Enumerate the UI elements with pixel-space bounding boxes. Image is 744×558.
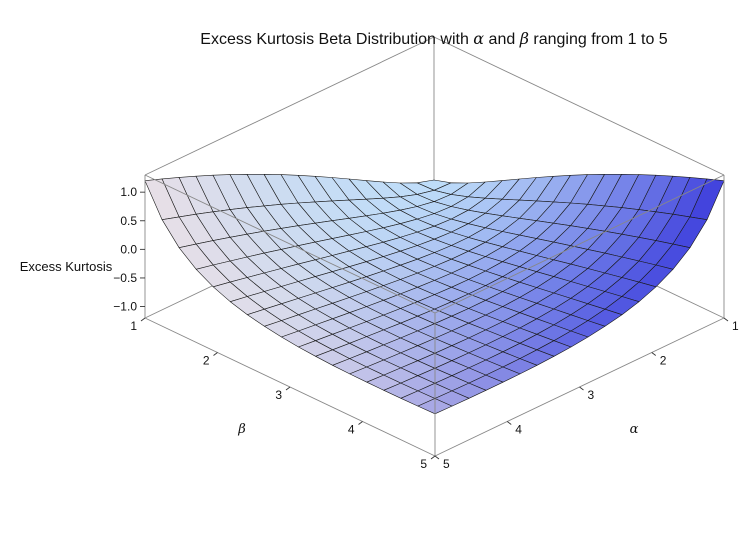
z-tick-label: −1.0 [113, 300, 137, 314]
alpha-tick-label: 3 [588, 388, 595, 402]
z-tick-label: 0.0 [120, 242, 137, 256]
alpha-axis-label: α [630, 422, 639, 437]
alpha-tick-mark [579, 386, 584, 391]
beta-tick-mark [285, 386, 291, 391]
box-edge-back [144, 36, 435, 176]
beta-tick-mark [140, 317, 146, 322]
beta-tick-label: 2 [203, 354, 210, 368]
alpha-tick-label: 4 [515, 423, 522, 437]
z-tick-label: 1.0 [120, 185, 137, 199]
z-tick-label: −0.5 [113, 271, 137, 285]
beta-axis-label: β [237, 422, 246, 437]
beta-tick-label: 5 [420, 457, 427, 471]
z-tick-label: 0.5 [120, 214, 137, 228]
box-edge-front [434, 174, 725, 314]
beta-tick-label: 3 [275, 388, 282, 402]
box-edge-back [433, 36, 725, 176]
beta-tick-mark [213, 352, 218, 356]
beta-tick-mark [430, 455, 436, 460]
alpha-tick-label: 2 [660, 354, 667, 368]
beta-tick-label: 1 [130, 319, 137, 333]
alpha-tick-mark [651, 352, 657, 356]
alpha-tick-mark [506, 421, 512, 425]
box-edge-front [144, 174, 436, 314]
beta-tick-mark [358, 421, 363, 425]
alpha-tick-label: 5 [443, 457, 450, 471]
surface-mesh [144, 174, 725, 415]
beta-tick-label: 4 [348, 423, 355, 437]
alpha-tick-mark [723, 317, 729, 322]
axis-ticks: 1.0 0.5 0.0 −0.5 −1.0 1 2 3 4 5 5 4 3 2 1 [113, 185, 739, 471]
alpha-tick-mark [434, 455, 440, 460]
z-axis-label: Excess Kurtosis [20, 259, 113, 274]
alpha-tick-label: 1 [732, 319, 739, 333]
chart-title: Excess Kurtosis Beta Distribution with α… [200, 29, 668, 48]
